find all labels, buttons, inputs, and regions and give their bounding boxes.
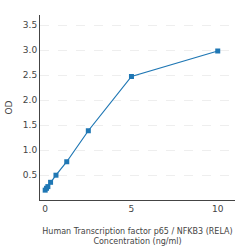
svg-text:OD: OD [4, 100, 14, 114]
svg-text:10: 10 [212, 204, 224, 214]
svg-text:Human Transcription factor p65: Human Transcription factor p65 / NFKB3 (… [42, 227, 232, 246]
svg-text:2.5: 2.5 [23, 70, 37, 80]
svg-text:2.0: 2.0 [23, 95, 38, 105]
svg-text:3.0: 3.0 [23, 45, 38, 55]
svg-text:1.5: 1.5 [23, 120, 37, 130]
svg-text:0.5: 0.5 [23, 170, 37, 180]
svg-text:0: 0 [42, 204, 48, 214]
svg-text:3.5: 3.5 [23, 20, 37, 30]
svg-text:1.0: 1.0 [23, 145, 38, 155]
svg-text:5: 5 [129, 204, 135, 214]
